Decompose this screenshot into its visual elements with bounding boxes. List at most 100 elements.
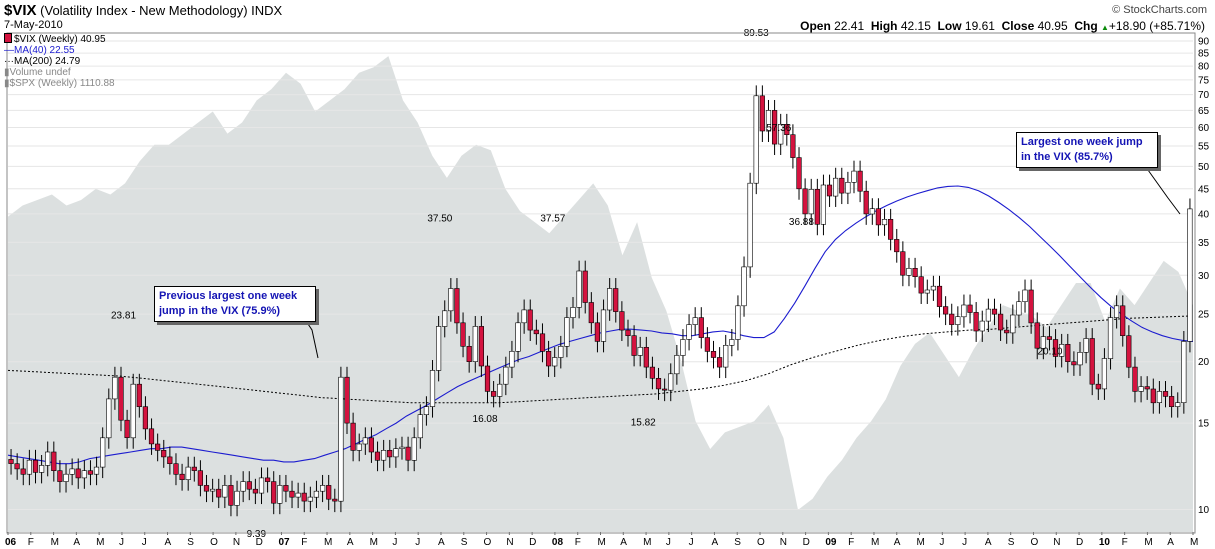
y-tick-label: 50 xyxy=(1198,162,1210,173)
candle-body xyxy=(240,481,246,492)
candle-body xyxy=(75,468,81,479)
candle-body xyxy=(57,470,63,482)
candle-body xyxy=(32,459,39,473)
x-tick-label: S xyxy=(1008,537,1015,548)
candle-body xyxy=(1016,301,1022,316)
candle-body xyxy=(258,477,265,494)
candle-body xyxy=(680,339,686,356)
close-value: 40.95 xyxy=(1037,19,1068,33)
candle-body xyxy=(839,177,845,194)
candle-body xyxy=(924,289,930,294)
candle-body xyxy=(460,322,466,347)
candle-body xyxy=(87,470,93,475)
candle-body xyxy=(148,428,155,445)
candle-body xyxy=(319,485,326,492)
x-tick-label: 08 xyxy=(552,537,564,548)
candle-body xyxy=(1162,391,1169,397)
candle-body xyxy=(741,266,747,307)
chg-value: +18.90 (+85.71%) xyxy=(1108,19,1205,33)
candle-body xyxy=(69,468,75,475)
candle-body xyxy=(784,124,790,136)
candle-body xyxy=(405,446,411,461)
candle-body xyxy=(332,498,338,502)
x-tick-label: S xyxy=(461,537,468,548)
candle-body xyxy=(271,481,277,504)
high-value: 42.15 xyxy=(900,19,931,33)
y-tick-label: 90 xyxy=(1198,36,1210,47)
x-tick-label: M xyxy=(51,537,59,548)
candle-body xyxy=(1004,329,1010,334)
chart-date: 7-May-2010 xyxy=(4,19,63,31)
candle-body xyxy=(1010,314,1016,334)
y-tick-label: 70 xyxy=(1198,90,1210,101)
x-tick-label: O xyxy=(757,537,765,548)
x-tick-label: S xyxy=(187,537,194,548)
x-tick-label: A xyxy=(620,537,627,548)
exchange: INDX xyxy=(251,3,283,18)
x-tick-label: A xyxy=(711,537,718,548)
x-tick-label: F xyxy=(848,537,854,548)
candle-body xyxy=(118,376,124,421)
y-tick-label: 65 xyxy=(1198,106,1210,117)
candle-body xyxy=(594,322,600,342)
candle-body xyxy=(246,481,252,490)
candle-body xyxy=(552,357,558,367)
candle-body xyxy=(912,267,918,277)
candle-body xyxy=(875,208,881,226)
candle-body xyxy=(393,448,399,458)
candle-body xyxy=(81,470,87,479)
candle-body xyxy=(356,443,362,451)
line-legend-icon: — xyxy=(4,45,14,56)
legend-ma40-label: MA(40) 22.55 xyxy=(14,45,75,56)
x-tick-label: D xyxy=(256,537,263,548)
candle-body xyxy=(1059,343,1065,357)
candle-body xyxy=(649,366,655,379)
y-tick-label: 40 xyxy=(1198,209,1210,220)
legend-vix: $VIX (Weekly) 40.95 xyxy=(4,33,115,45)
candle-body xyxy=(130,383,136,439)
x-tick-label: F xyxy=(28,537,34,548)
candle-body xyxy=(936,285,943,307)
candle-body xyxy=(277,485,283,504)
candle-body xyxy=(1169,396,1175,407)
candle-body xyxy=(326,485,332,500)
x-tick-label: N xyxy=(233,537,240,548)
candle-body xyxy=(1065,343,1071,362)
candle-body xyxy=(350,422,356,451)
legend-volume-label: Volume undef xyxy=(9,67,71,78)
annotation-label: 57.36 xyxy=(766,123,791,134)
candle-body xyxy=(686,324,692,340)
y-tick-label: 10 xyxy=(1198,505,1210,516)
candle-body xyxy=(20,468,26,475)
candle-body xyxy=(313,490,320,498)
candle-body xyxy=(368,437,375,453)
annotation-label: 89.53 xyxy=(744,28,769,39)
candle-body xyxy=(606,288,613,311)
ohlc-readout: Open 22.41 High 42.15 Low 19.61 Close 40… xyxy=(800,19,1205,33)
legend-ma200: ···MA(200) 24.79 xyxy=(4,56,115,67)
annotation-label: 36.88 xyxy=(789,217,814,228)
candle-body xyxy=(1071,361,1077,366)
candle-body xyxy=(582,270,588,303)
candle-body xyxy=(814,189,820,225)
callout-previous-jump: Previous largest one week jump in the VI… xyxy=(154,286,316,322)
candle-body xyxy=(515,322,521,352)
candle-body xyxy=(1077,351,1083,366)
candle-body xyxy=(894,239,900,253)
candle-body xyxy=(900,251,906,276)
x-tick-label: O xyxy=(1030,537,1038,548)
candle-body xyxy=(448,288,454,312)
candle-body xyxy=(1101,358,1107,390)
x-tick-label: D xyxy=(803,537,810,548)
candle-body xyxy=(655,377,662,390)
x-tick-label: A xyxy=(1167,537,1174,548)
legend-vix-label: $VIX (Weekly) 40.95 xyxy=(14,34,106,45)
x-tick-label: A xyxy=(985,537,992,548)
x-tick-label: A xyxy=(347,537,354,548)
candle-body xyxy=(698,317,704,338)
x-tick-label: D xyxy=(529,537,536,548)
candle-body xyxy=(955,316,961,325)
stockcharts-watermark: © StockCharts.com xyxy=(1112,4,1207,16)
candle-body xyxy=(197,470,204,486)
